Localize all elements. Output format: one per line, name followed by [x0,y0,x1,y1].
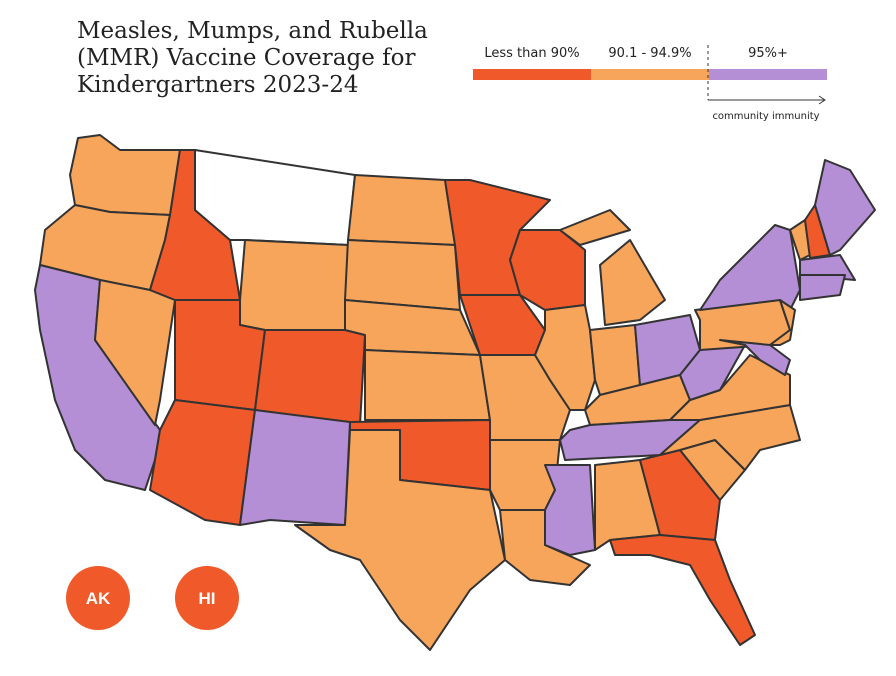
legend-arrow-head [818,95,826,105]
inset-circle [175,566,239,630]
title-line: (MMR) Vaccine Coverage for [77,45,416,71]
state [559,209,631,246]
state [589,324,641,396]
state [544,464,596,556]
state [814,159,876,256]
legend-swatch [473,69,591,80]
title: Measles, Mumps, and Rubella(MMR) Vaccine… [77,18,428,98]
state [239,409,351,526]
title-line: Measles, Mumps, and Rubella [77,18,428,44]
state [254,329,366,426]
state [69,134,181,216]
state [799,274,846,301]
legend-label: 95%+ [748,46,788,61]
state [609,534,756,646]
state [509,229,586,311]
state [294,429,506,651]
state [194,149,356,246]
inset-circle [66,566,130,630]
state [769,299,796,346]
inset-label: AK [86,589,111,608]
legend-note: community immunity [712,111,819,122]
state [699,224,801,311]
legend-label: Less than 90% [484,46,579,61]
us-map [34,134,876,651]
legend: Less than 90% 90.1 - 94.9% 95%+ [473,46,827,80]
state [344,239,461,311]
state [149,399,256,526]
title-line: Kindergartners 2023-24 [77,72,358,98]
inset-label: HI [199,589,216,608]
legend-label: 90.1 - 94.9% [608,46,691,61]
state [347,174,456,246]
state [239,239,349,331]
state [599,239,666,326]
legend-swatch [591,69,709,80]
state [364,349,491,421]
state [799,254,856,281]
legend-swatch [709,69,827,80]
state [669,354,791,421]
state [534,304,596,411]
insets: AK HI [66,566,239,630]
state [659,404,801,471]
